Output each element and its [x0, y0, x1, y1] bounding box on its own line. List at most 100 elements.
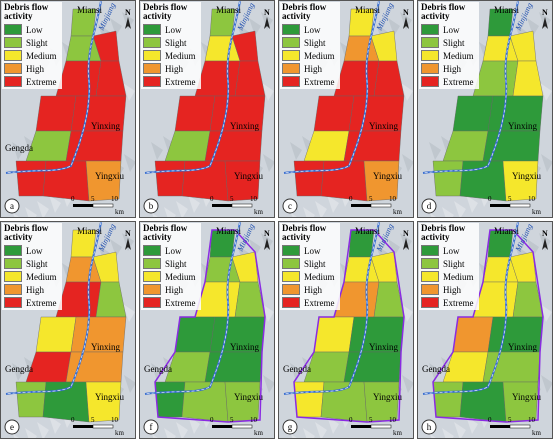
panel-badge [143, 198, 159, 214]
terrain [164, 428, 176, 438]
legend-swatch [421, 24, 439, 35]
catchment-zone [154, 160, 186, 197]
terrain [466, 416, 478, 434]
legend-swatch [143, 37, 161, 48]
terrain [237, 245, 249, 263]
legend-swatch [143, 63, 161, 74]
road [422, 1, 519, 174]
legend-swatch [421, 63, 439, 74]
legend-swatch [4, 297, 22, 308]
legend-item: Extreme [282, 75, 338, 88]
scale-tick: 5 [369, 416, 373, 424]
map-panel: Miansi Minjiang Yinxing Gengda Yingxiu N 0 5 10 k… [139, 221, 275, 439]
scale-bar [231, 424, 253, 429]
terrain [237, 24, 249, 42]
map-panel: Miansi Minjiang Yinxing Gengda Yingxiu N 0 5 10 k… [0, 221, 136, 439]
catchment-zone [85, 160, 122, 202]
terrain [303, 207, 315, 217]
place-label: Miansi [216, 226, 242, 236]
legend-swatch [421, 271, 439, 282]
legend: Debris flow activity Low Slight Medium High E… [141, 223, 201, 310]
terrain [441, 136, 453, 154]
road [422, 222, 519, 395]
catchment-zone [472, 60, 519, 97]
scale-bar [509, 424, 531, 429]
legend-label: Medium [443, 271, 474, 282]
legend-swatch [282, 37, 300, 48]
place-label: Yingxiu [512, 171, 542, 181]
legend-title: Debris flow activity [143, 223, 188, 242]
legend-item: Low [4, 244, 60, 257]
terrain [25, 428, 37, 438]
legend-item: Low [4, 23, 60, 36]
legend-label: Low [165, 245, 182, 256]
scale-bar [490, 204, 510, 207]
map-panel: Miansi Minjiang Yinxing Yingxiu N 0 5 10 km d Debr… [417, 0, 553, 218]
legend-swatch [4, 258, 22, 269]
legend-item: Slight [282, 36, 338, 49]
legend-title: Debris flow activity [421, 223, 466, 242]
terrain [527, 18, 539, 36]
place-label: Gengda [422, 364, 450, 374]
scale-bar [370, 203, 392, 208]
scale-tick: 5 [508, 195, 512, 203]
legend-item: High [421, 62, 477, 75]
legend-item: Extreme [421, 296, 477, 309]
legend-label: Medium [443, 50, 474, 61]
place-label: Yingxiu [95, 392, 125, 402]
catchment-zone [224, 160, 261, 202]
legend-label: Extreme [165, 76, 196, 87]
panel-label: a [10, 201, 14, 211]
legend-item: Extreme [143, 75, 199, 88]
scale-unit: km [393, 429, 403, 437]
terrain [388, 239, 400, 257]
road [5, 222, 102, 395]
catchment-zone [293, 381, 325, 418]
place-label: Gengda [283, 364, 311, 374]
scale-tick: 5 [230, 195, 234, 203]
legend-item: Extreme [4, 296, 60, 309]
terrain [430, 434, 436, 438]
terrain [176, 201, 188, 217]
legend-item: Medium [282, 49, 338, 62]
scale-tick: 5 [369, 195, 373, 203]
terrain [540, 304, 552, 322]
terrain [98, 245, 110, 263]
map-panel: Miansi Minjiang Yinxing Yingxiu N 0 5 10 km b Debr… [139, 0, 275, 218]
panel-label: e [10, 422, 14, 432]
legend-item: Extreme [4, 75, 60, 88]
terrain [12, 142, 24, 160]
north-arrow [125, 238, 131, 250]
legend-item: Extreme [421, 75, 477, 88]
road [144, 222, 241, 395]
north-arrow [403, 238, 409, 250]
legend-label: Slight [165, 37, 187, 48]
legend-label: Slight [443, 258, 465, 269]
north-arrow [542, 238, 548, 250]
scale-bar [490, 425, 510, 428]
legend-swatch [421, 284, 439, 295]
terrain [429, 142, 441, 160]
legend-swatch [4, 245, 22, 256]
terrain [25, 207, 37, 217]
place-label: Miansi [216, 5, 242, 15]
legend-label: Medium [304, 271, 335, 282]
legend-item: High [282, 62, 338, 75]
catchment-zone [154, 381, 186, 418]
catchment-zone [472, 281, 519, 318]
legend: Debris flow activity Low Slight Medium High E… [280, 2, 340, 89]
scale-unit: km [254, 208, 264, 216]
north-label: N [542, 8, 548, 17]
terrain [441, 357, 453, 375]
legend-item: Slight [421, 257, 477, 270]
terrain [152, 434, 158, 438]
catchment-zone [194, 60, 241, 97]
legend-item: High [4, 62, 60, 75]
scale-bar [212, 425, 232, 428]
north-label: N [264, 8, 270, 17]
legend-label: High [26, 284, 44, 295]
legend-label: Slight [443, 37, 465, 48]
place-label: Yinxing [91, 342, 121, 352]
